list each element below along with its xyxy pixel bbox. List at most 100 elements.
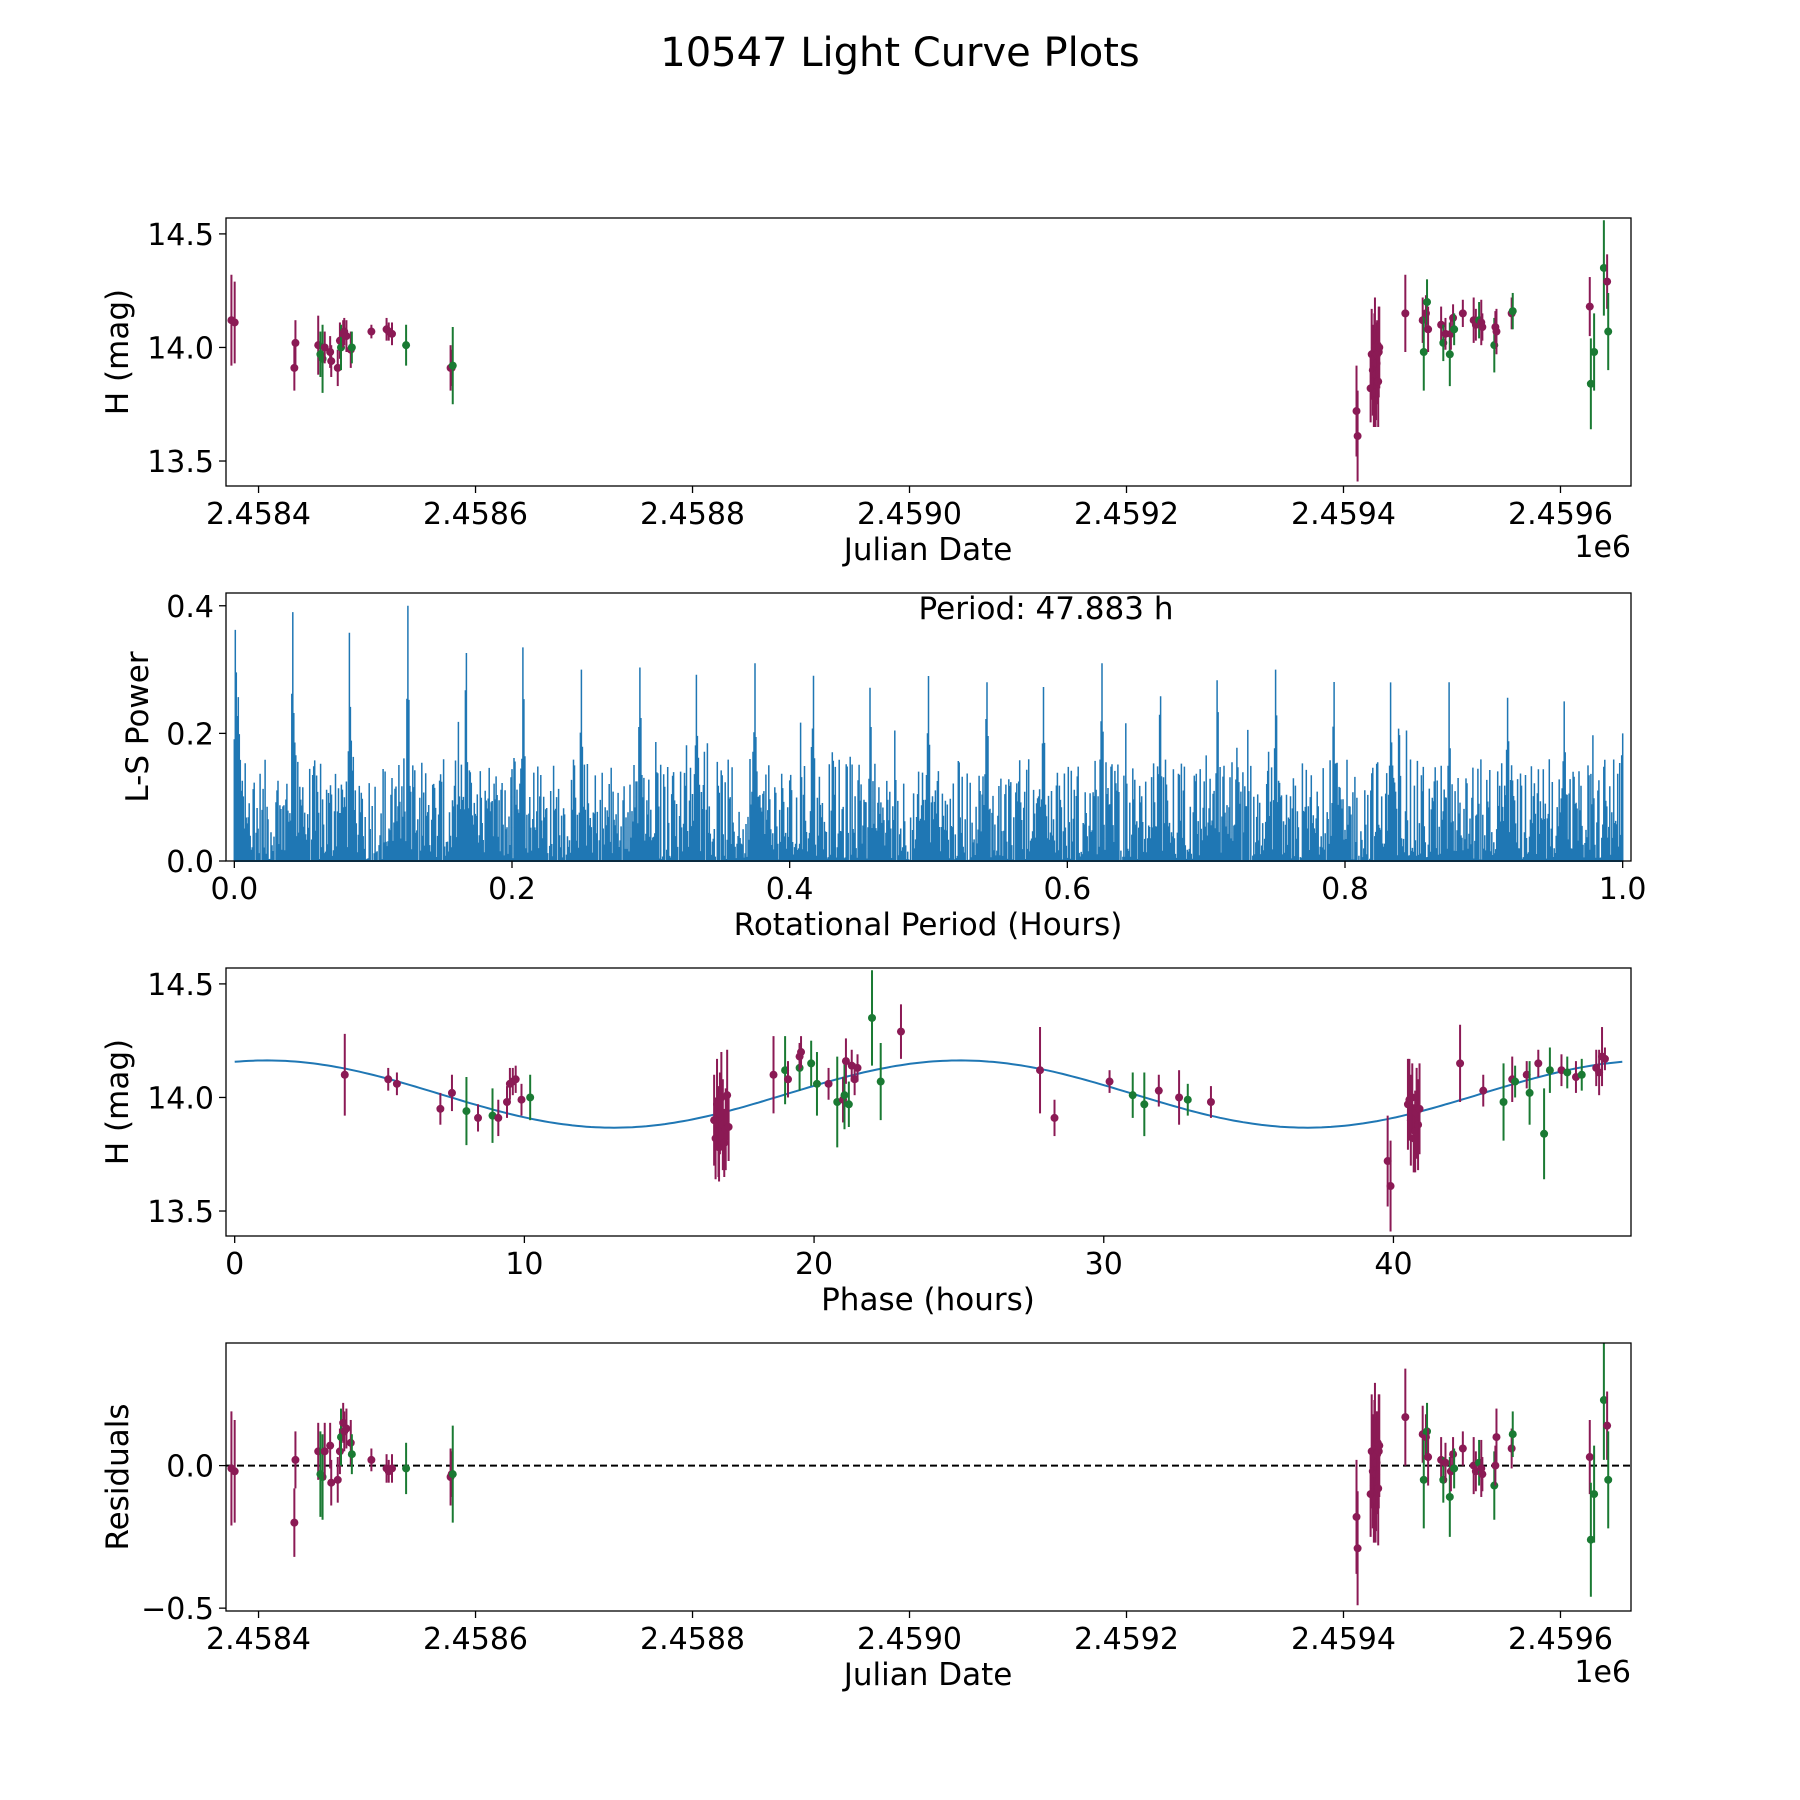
data-point-maroon — [1603, 1421, 1612, 1430]
data-point-maroon — [320, 1447, 329, 1456]
periodogram-ylabel: L-S Power — [120, 651, 156, 802]
data-point-maroon — [346, 1438, 355, 1447]
data-point-maroon — [291, 1455, 300, 1464]
data-point-maroon — [340, 1070, 349, 1079]
data-point-maroon — [1352, 1512, 1361, 1521]
data-point-green — [1508, 1430, 1517, 1439]
data-point-green — [1128, 1091, 1137, 1100]
x-tick-label: 2.4594 — [1291, 497, 1396, 532]
data-point-green — [402, 341, 411, 350]
x-tick-label: 2.4584 — [206, 1622, 311, 1657]
phased-ylabel: H (mag) — [100, 1039, 136, 1165]
data-point-green — [1490, 1481, 1499, 1490]
x-tick-label: 2.4592 — [1074, 1622, 1179, 1657]
data-point-maroon — [392, 1079, 401, 1088]
phased-frame — [225, 967, 1632, 1237]
data-point-maroon — [1386, 1182, 1395, 1191]
data-point-green — [1525, 1088, 1534, 1097]
x-tick-label: 0.2 — [488, 872, 536, 907]
residuals-ylabel: Residuals — [100, 1403, 136, 1550]
data-point-maroon — [290, 1518, 299, 1527]
data-point-maroon — [1375, 1441, 1384, 1450]
data-point-maroon — [327, 1478, 336, 1487]
x-tick-label: 10 — [505, 1247, 543, 1282]
data-point-maroon — [333, 1475, 342, 1484]
data-point-maroon — [511, 1075, 520, 1084]
y-tick-label: 13.5 — [147, 1195, 214, 1230]
phased-panel: 0 10 20 30 40 13.5 14.0 14.5 Phase (hours) H (m… — [100, 967, 1632, 1318]
periodogram-frame — [225, 592, 1632, 862]
x-tick-label: 2.4596 — [1508, 497, 1613, 532]
x-tick-label: 2.4592 — [1074, 497, 1179, 532]
data-point-maroon — [1352, 407, 1361, 416]
data-point-maroon — [1458, 309, 1467, 318]
y-tick-label: −0.5 — [141, 1592, 214, 1627]
data-point-maroon — [342, 1424, 351, 1433]
data-point-green — [448, 1470, 457, 1479]
data-point-maroon — [1492, 327, 1501, 336]
data-point-maroon — [326, 348, 335, 356]
data-point-maroon — [769, 1070, 778, 1079]
data-point-maroon — [494, 1113, 503, 1122]
data-point-maroon — [1492, 1433, 1501, 1442]
phased-axes: 0 10 20 30 40 13.5 14.0 14.5 — [147, 968, 1412, 1282]
data-point-maroon — [1507, 1444, 1516, 1453]
x-tick-label: 2.4590 — [857, 1622, 962, 1657]
data-point-green — [1563, 1068, 1572, 1077]
data-point-maroon — [824, 1079, 833, 1088]
residuals-frame — [225, 1342, 1632, 1612]
period-annotation: Period: 47.883 h — [919, 591, 1174, 627]
lightcurve-panel: 2.4584 2.4586 2.4588 2.4590 2.4592 2.4594 2.45… — [100, 217, 1632, 568]
data-point-green — [1423, 1427, 1432, 1436]
data-point-maroon — [1415, 1104, 1424, 1113]
x-tick-label: 40 — [1374, 1247, 1412, 1282]
data-point-maroon — [320, 343, 329, 352]
y-tick-label: 14.5 — [147, 218, 214, 253]
data-point-maroon — [797, 1048, 806, 1057]
lightcurve-marks — [227, 220, 1613, 482]
data-point-green — [1590, 348, 1599, 356]
residuals-offset-text: 1e6 — [1574, 1655, 1631, 1690]
data-point-green — [1419, 348, 1428, 356]
periodogram-axes: 0.0 0.2 0.4 0.6 0.8 1.0 0.0 0.2 0.4 — [166, 590, 1646, 907]
data-point-maroon — [503, 1098, 511, 1106]
data-point-maroon — [327, 357, 336, 366]
data-point-green — [1499, 1098, 1508, 1106]
x-tick-label: 2.4594 — [1291, 1622, 1396, 1657]
x-tick-label: 0.0 — [210, 872, 258, 907]
lightcurve-ylabel: H (mag) — [100, 289, 136, 415]
y-tick-label: 0.0 — [166, 1450, 214, 1485]
data-point-maroon — [1585, 302, 1594, 311]
data-point-maroon — [326, 1441, 335, 1450]
data-point-maroon — [1401, 309, 1410, 318]
data-point-maroon — [1491, 1461, 1500, 1470]
x-tick-label: 2.4588 — [640, 1622, 745, 1657]
data-point-maroon — [335, 1447, 344, 1456]
data-point-maroon — [1456, 1059, 1465, 1068]
x-tick-label: 2.4590 — [857, 497, 962, 532]
periodogram-xlabel: Rotational Period (Hours) — [734, 907, 1123, 943]
data-point-maroon — [1353, 1544, 1362, 1553]
data-point-green — [347, 1450, 356, 1459]
x-tick-label: 1.0 — [1599, 872, 1647, 907]
data-point-green — [1586, 1535, 1595, 1544]
data-point-maroon — [1449, 313, 1458, 322]
y-tick-label: 0.2 — [166, 717, 214, 752]
lightcurve-frame — [225, 217, 1632, 487]
data-point-green — [1140, 1100, 1149, 1109]
lightcurve-offset-text: 1e6 — [1574, 530, 1631, 565]
data-point-green — [1599, 263, 1608, 272]
data-point-maroon — [1458, 1444, 1467, 1453]
x-tick-label: 0.4 — [766, 872, 814, 907]
data-point-green — [1586, 379, 1595, 388]
data-point-maroon — [387, 329, 396, 338]
data-point-maroon — [1478, 323, 1487, 332]
data-point-maroon — [447, 1088, 456, 1097]
data-point-maroon — [230, 1467, 239, 1476]
data-point-maroon — [436, 1104, 445, 1113]
x-tick-label: 0.6 — [1043, 872, 1091, 907]
data-point-maroon — [1600, 1054, 1609, 1063]
y-tick-label: 0.4 — [166, 590, 214, 625]
data-point-maroon — [1424, 1453, 1433, 1462]
data-point-maroon — [853, 1063, 862, 1072]
